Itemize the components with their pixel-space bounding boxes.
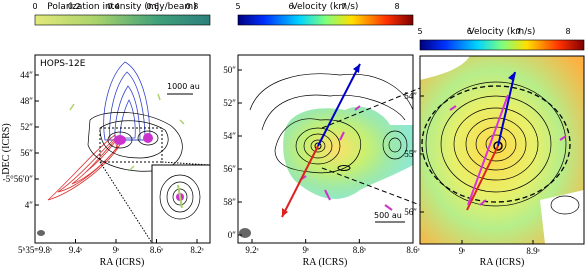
- y-tick-label: 52″: [223, 98, 236, 108]
- axes-frame: [34, 54, 211, 244]
- x-axis-label: RA (ICRS): [303, 257, 348, 268]
- y-tick-label: 0″: [228, 230, 237, 240]
- colorbar-tick-label: 5: [417, 27, 422, 36]
- y-tick-label: 44″: [20, 70, 33, 80]
- y-tick-label: -5°56′0″: [3, 174, 34, 184]
- x-axis-label: RA (ICRS): [480, 257, 525, 268]
- colorbar-title: Polarization intensity (mJy/beam): [47, 2, 196, 12]
- source-label: HOPS-12E: [40, 59, 86, 69]
- x-tick-label: 9ˢ: [302, 245, 309, 255]
- colorbar: [34, 14, 211, 26]
- colorbar-tick-label: 0.4: [107, 2, 120, 11]
- x-tick-label: 9ˢ: [459, 246, 466, 256]
- colorbar-tick-label: 6: [288, 2, 293, 11]
- x-tick-label: 8.9ˢ: [526, 246, 539, 256]
- y-tick-label: 58″: [223, 197, 236, 207]
- y-tick-label: 54″: [223, 131, 236, 141]
- y-tick-label: 56″: [20, 148, 33, 158]
- x-tick-label: 8.6ˢ: [406, 245, 419, 255]
- scale-bar-label: 500 au: [374, 211, 402, 220]
- colorbar-tick-label: 5: [235, 2, 240, 11]
- colorbar-tick-label: 0.2: [68, 2, 81, 11]
- colorbar-tick-label: 0.6: [146, 2, 159, 11]
- colorbar-tick-label: 8: [565, 27, 570, 36]
- x-tick-label: 9.4ˢ: [69, 245, 82, 255]
- colorbar-tick-label: 8: [394, 2, 399, 11]
- axes-frame: [237, 54, 414, 244]
- y-tick-label: 4″: [25, 200, 34, 210]
- colorbar-tick-label: 0: [32, 2, 37, 11]
- y-tick-label: 56″: [404, 207, 417, 217]
- y-tick-label: 55″: [404, 149, 417, 159]
- colorbar: [237, 14, 414, 26]
- y-tick-label: 52″: [20, 122, 33, 132]
- panel-1-map: [35, 55, 210, 243]
- colorbar-tick-label: 6: [467, 27, 472, 36]
- x-tick-label: 9ˢ: [113, 245, 120, 255]
- x-tick-label: 8.6ˢ: [150, 245, 163, 255]
- y-tick-label: 56″: [223, 164, 236, 174]
- colorbar-tick-label: 7: [341, 2, 346, 11]
- panel-2-map: [239, 63, 413, 238]
- x-tick-label: 9.2ˢ: [245, 245, 258, 255]
- colorbar-tick-label: 7: [516, 27, 521, 36]
- colorbar: [419, 39, 585, 51]
- panel-3-map: [420, 56, 584, 244]
- x-tick-label: 8.8ˢ: [353, 245, 366, 255]
- axes-frame: [419, 55, 585, 245]
- scale-bar-label: 1000 au: [167, 82, 200, 91]
- zoom-line: [321, 167, 421, 206]
- y-tick-label: 50″: [223, 65, 236, 75]
- colorbar-title: Velocity (km/s): [292, 2, 359, 12]
- y-tick-label: 54″: [404, 91, 417, 101]
- y-tick-label: 48″: [20, 96, 33, 106]
- y-axis-label: DEC (ICRS): [1, 123, 12, 174]
- x-tick-label: 8.2ˢ: [190, 245, 203, 255]
- zoom-line: [321, 87, 421, 129]
- colorbar-title: Velocity (km/s): [469, 27, 536, 37]
- colorbar-tick-label: 0.8: [186, 2, 199, 11]
- x-axis-label: RA (ICRS): [100, 257, 145, 268]
- x-tick-label: 5ʰ35ᵐ9.8ˢ: [18, 245, 52, 255]
